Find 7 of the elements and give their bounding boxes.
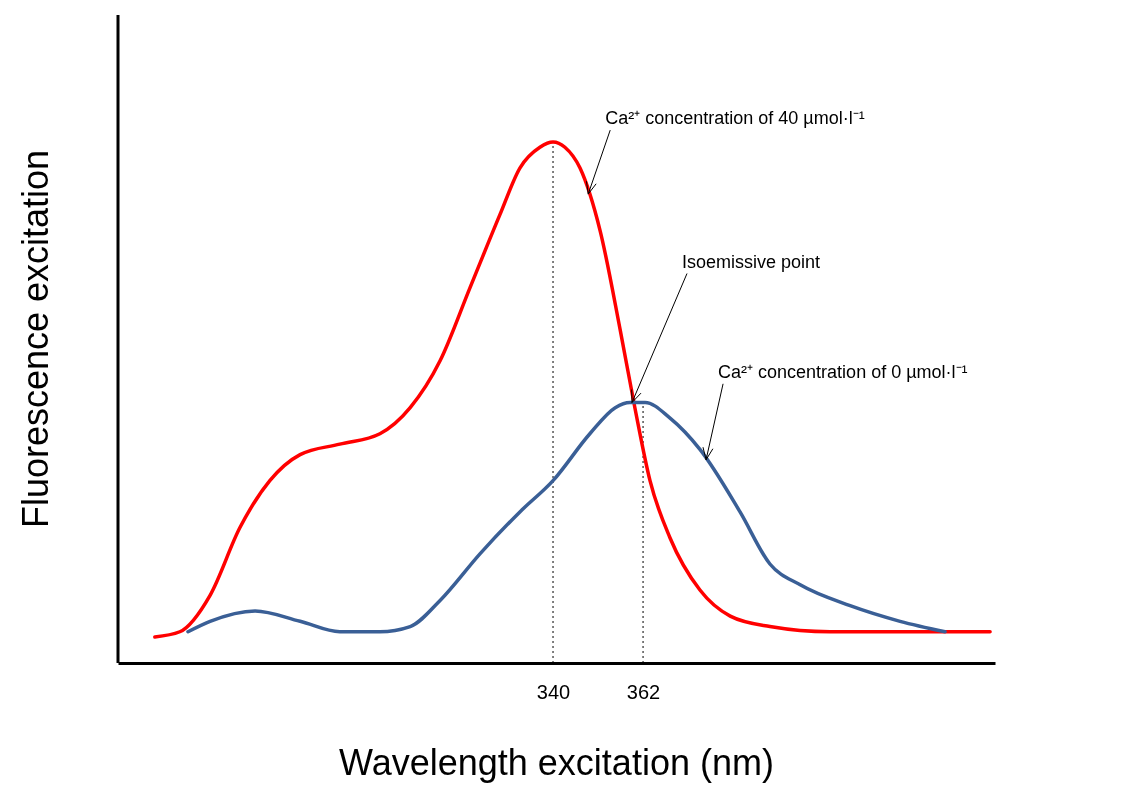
annotation: Isoemissive point — [682, 251, 821, 272]
y-axis-title: Fluorescence excitation — [15, 149, 56, 529]
x-tick-label: 340 — [536, 681, 571, 704]
x-tick-label: 362 — [626, 681, 661, 704]
x-axis-title: Wavelength excitation (nm) — [339, 742, 774, 783]
annotation: Ca²⁺ concentration of 0 µmol·l⁻¹ — [718, 361, 968, 382]
annotation: Ca²⁺ concentration of 40 µmol·l⁻¹ — [605, 108, 865, 129]
